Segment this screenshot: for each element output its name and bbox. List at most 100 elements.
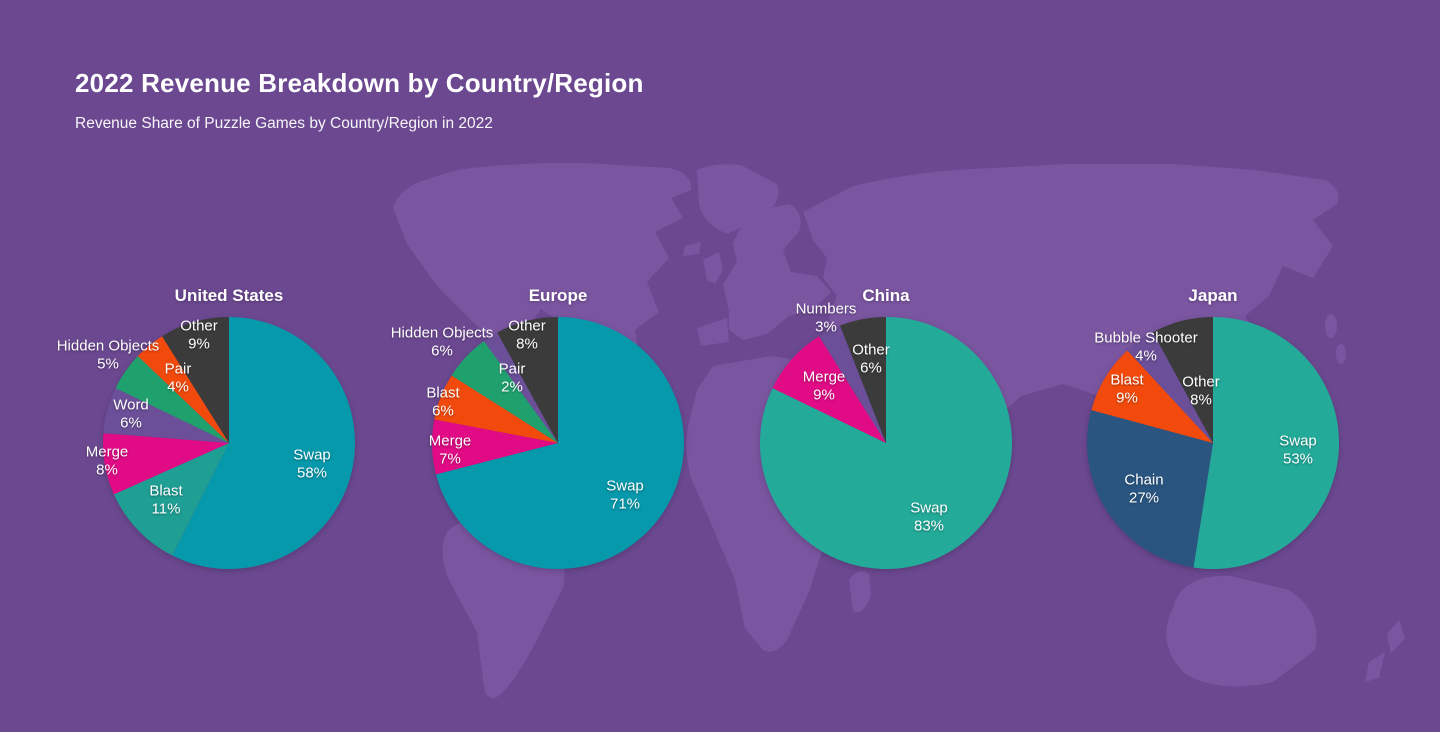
slice-label-name: Swap bbox=[910, 499, 948, 517]
slice-label-china-other: Other 6% bbox=[852, 342, 890, 377]
slice-europe-blast bbox=[434, 375, 558, 443]
slice-label-name: Merge bbox=[428, 432, 472, 450]
slice-label-name: Pair bbox=[498, 360, 526, 378]
map-north-america bbox=[393, 162, 692, 456]
map-new-zealand bbox=[1365, 652, 1385, 682]
slice-label-pct: 8% bbox=[516, 335, 538, 352]
slice-label-japan-blast: Blast 9% bbox=[1110, 372, 1143, 407]
slice-united-states-blast bbox=[113, 443, 229, 556]
header: 2022 Revenue Breakdown by Country/Region… bbox=[75, 68, 644, 133]
slice-label-pct: 7% bbox=[439, 450, 461, 467]
slice-label-pct: 5% bbox=[97, 355, 119, 372]
map-iberia bbox=[697, 318, 729, 346]
slice-label-pct: 8% bbox=[96, 461, 118, 478]
chart-title-china: China bbox=[862, 286, 910, 305]
slice-china-merge bbox=[772, 336, 886, 443]
slice-label-name: Swap bbox=[293, 446, 331, 464]
slice-united-states-pair bbox=[137, 336, 229, 443]
slice-label-name: Blast bbox=[426, 384, 460, 402]
slice-label-name: Pair bbox=[164, 360, 192, 378]
slice-label-pct: 6% bbox=[120, 414, 142, 431]
slice-label-name: Swap bbox=[606, 477, 644, 495]
slice-china-swap bbox=[760, 317, 1013, 569]
slice-label-pct: 11% bbox=[151, 500, 181, 517]
pie-svg-united-states bbox=[102, 317, 356, 569]
slice-label-europe-pair: Pair 2% bbox=[499, 361, 526, 396]
slice-label-japan-chain: Chain 27% bbox=[1124, 472, 1163, 507]
slice-label-europe-swap: Swap 71% bbox=[606, 478, 644, 513]
slice-label-united-states-merge: Merge 8% bbox=[86, 444, 129, 479]
slice-label-pct: 9% bbox=[813, 386, 835, 403]
slice-label-name: Hidden Objects bbox=[56, 337, 160, 355]
slice-label-united-states-word: Word 6% bbox=[113, 397, 149, 432]
slice-label-pct: 71% bbox=[609, 495, 641, 512]
slice-japan-other bbox=[1152, 317, 1213, 443]
slice-label-name: Bubble Shooter bbox=[1094, 329, 1198, 347]
slice-label-pct: 9% bbox=[1116, 389, 1138, 406]
map-japan-island bbox=[1325, 314, 1337, 338]
slice-label-united-states-hidden-objects: Hidden Objects 5% bbox=[57, 338, 160, 373]
slice-label-pct: 4% bbox=[167, 378, 189, 395]
slice-label-china-numbers: Numbers 3% bbox=[796, 301, 857, 336]
slice-europe-merge bbox=[432, 419, 558, 475]
slice-united-states-swap bbox=[172, 317, 356, 569]
slice-label-europe-merge: Merge 7% bbox=[429, 433, 472, 468]
slice-europe-pair bbox=[483, 332, 558, 443]
pie-svg-china bbox=[760, 317, 1013, 569]
slice-label-japan-bubble-shooter: Bubble Shooter 4% bbox=[1094, 330, 1197, 365]
slice-label-name: Merge bbox=[85, 443, 129, 461]
slice-japan-chain bbox=[1087, 410, 1213, 568]
slice-label-europe-other: Other 8% bbox=[508, 318, 546, 353]
slice-label-united-states-swap: Swap 58% bbox=[293, 447, 331, 482]
slice-label-europe-blast: Blast 6% bbox=[426, 385, 459, 420]
map-europe bbox=[723, 204, 831, 340]
slice-label-united-states-other: Other 9% bbox=[180, 318, 218, 353]
slice-label-name: Word bbox=[113, 396, 149, 414]
slice-label-pct: 83% bbox=[913, 517, 945, 534]
slice-label-pct: 6% bbox=[431, 342, 453, 359]
slice-label-name: Other bbox=[852, 341, 890, 359]
slice-united-states-hidden-objects bbox=[115, 356, 229, 443]
page-subtitle: Revenue Share of Puzzle Games by Country… bbox=[75, 115, 493, 132]
slice-label-name: Swap bbox=[1279, 432, 1317, 450]
slice-united-states-other bbox=[162, 317, 229, 443]
slice-label-pct: 2% bbox=[501, 378, 523, 395]
pie-svg-japan bbox=[1087, 317, 1339, 569]
map-madagascar bbox=[849, 571, 871, 613]
slice-label-name: Other bbox=[508, 317, 546, 335]
slice-label-pct: 8% bbox=[1190, 391, 1212, 408]
slice-europe-hidden-objects bbox=[451, 341, 558, 443]
slice-label-name: Other bbox=[180, 317, 218, 335]
slice-label-china-merge: Merge 9% bbox=[803, 369, 846, 404]
slice-united-states-merge bbox=[102, 433, 229, 495]
slice-label-name: Merge bbox=[802, 368, 846, 386]
pie-svg-europe bbox=[432, 317, 685, 569]
slice-japan-blast bbox=[1091, 350, 1213, 443]
slice-label-pct: 6% bbox=[860, 359, 882, 376]
chart-title-united-states: United States bbox=[174, 286, 284, 305]
slice-label-name: Hidden Objects bbox=[390, 324, 494, 342]
slice-label-pct: 27% bbox=[1128, 489, 1160, 506]
slice-label-name: Blast bbox=[1110, 371, 1144, 389]
slice-label-pct: 53% bbox=[1282, 450, 1314, 467]
map-iceland bbox=[683, 242, 701, 256]
slice-europe-other bbox=[497, 317, 558, 443]
slice-label-china-swap: Swap 83% bbox=[910, 500, 948, 535]
slice-label-europe-hidden-objects: Hidden Objects 6% bbox=[391, 325, 494, 360]
slice-label-pct: 58% bbox=[296, 464, 328, 481]
slice-label-name: Chain bbox=[1124, 471, 1164, 489]
slice-japan-bubble-shooter bbox=[1127, 332, 1213, 443]
slice-label-name: Blast bbox=[149, 482, 183, 500]
slice-japan-swap bbox=[1193, 317, 1339, 569]
map-uk bbox=[703, 252, 723, 284]
chart-title-europe: Europe bbox=[528, 286, 588, 305]
slice-label-japan-swap: Swap 53% bbox=[1279, 433, 1317, 468]
slice-united-states-word bbox=[103, 388, 229, 443]
page-title: 2022 Revenue Breakdown by Country/Region bbox=[75, 68, 644, 98]
